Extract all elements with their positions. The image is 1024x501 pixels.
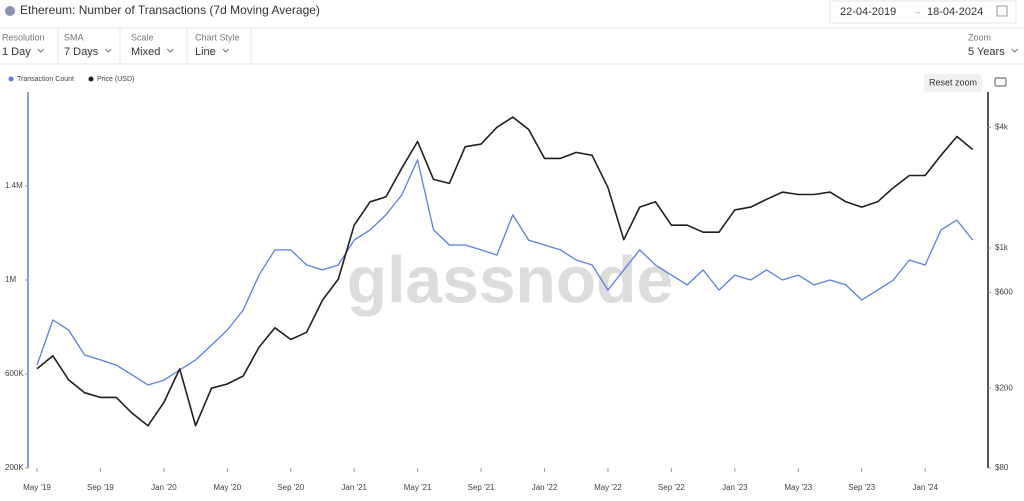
arrow-icon: → bbox=[912, 7, 922, 18]
camera-icon[interactable] bbox=[994, 77, 1007, 87]
page-title: Ethereum: Number of Transactions (7d Mov… bbox=[20, 3, 320, 17]
x-tick-label: May '21 bbox=[404, 483, 432, 492]
series-line bbox=[36, 159, 974, 386]
x-tick-label: Jan '24 bbox=[912, 483, 938, 492]
control-value[interactable]: Line bbox=[195, 46, 216, 58]
chevron[interactable] bbox=[1011, 48, 1019, 53]
x-tick-label: Sep '21 bbox=[468, 483, 495, 492]
chevron[interactable] bbox=[104, 48, 112, 53]
reset-zoom-button[interactable] bbox=[924, 74, 982, 92]
x-tick-label: May '19 bbox=[23, 483, 51, 492]
control-value[interactable]: 1 Day bbox=[2, 46, 31, 58]
y2-tick-label: $80 bbox=[995, 463, 1009, 472]
y-tick-label: 600K bbox=[5, 369, 24, 378]
control-value[interactable]: Mixed bbox=[131, 46, 160, 58]
y2-tick-label: $200 bbox=[995, 383, 1013, 392]
calendar-icon[interactable] bbox=[996, 5, 1008, 17]
y2-tick-label: $1k bbox=[995, 243, 1009, 252]
x-tick-label: May '22 bbox=[594, 483, 622, 492]
date-to[interactable]: 18-04-2024 bbox=[927, 6, 983, 18]
x-tick-label: Jan '21 bbox=[341, 483, 367, 492]
x-tick-label: Sep '19 bbox=[87, 483, 114, 492]
chevron[interactable] bbox=[166, 48, 174, 53]
control-value[interactable]: 5 Years bbox=[968, 46, 1005, 58]
legend-label[interactable]: Transaction Count bbox=[17, 76, 74, 83]
x-tick-label: May '23 bbox=[784, 483, 812, 492]
reset-zoom-label[interactable]: Reset zoom bbox=[929, 77, 977, 87]
y-tick-label: 1.4M bbox=[5, 181, 23, 190]
legend-marker[interactable] bbox=[8, 76, 14, 82]
control-label: Zoom bbox=[968, 32, 991, 42]
control-label: Chart Style bbox=[195, 32, 240, 42]
x-tick-label: Jan '22 bbox=[532, 483, 558, 492]
x-tick-label: Sep '22 bbox=[658, 483, 685, 492]
eth-icon bbox=[5, 6, 15, 16]
y2-tick-label: $600 bbox=[995, 288, 1013, 297]
x-tick-label: Jan '23 bbox=[722, 483, 748, 492]
x-tick-label: Jan '20 bbox=[151, 483, 177, 492]
control-label: Scale bbox=[131, 32, 154, 42]
control-label: Resolution bbox=[2, 32, 45, 42]
y-tick-label: 1M bbox=[5, 275, 16, 284]
chevron[interactable] bbox=[37, 48, 45, 53]
x-tick-label: May '20 bbox=[213, 483, 241, 492]
legend-label[interactable]: Price (USD) bbox=[97, 76, 134, 83]
control-value[interactable]: 7 Days bbox=[64, 46, 99, 58]
legend-marker[interactable] bbox=[88, 76, 94, 82]
x-tick-label: Sep '20 bbox=[277, 483, 304, 492]
x-tick-label: Sep '23 bbox=[848, 483, 875, 492]
control-label: SMA bbox=[64, 32, 84, 42]
date-from[interactable]: 22-04-2019 bbox=[840, 6, 896, 18]
series-line bbox=[36, 116, 974, 427]
watermark: glassnode bbox=[347, 242, 673, 316]
y2-tick-label: $4k bbox=[995, 122, 1009, 131]
date-range[interactable] bbox=[829, 0, 1017, 24]
y-tick-label: 200K bbox=[5, 463, 24, 472]
chevron[interactable] bbox=[222, 48, 230, 53]
